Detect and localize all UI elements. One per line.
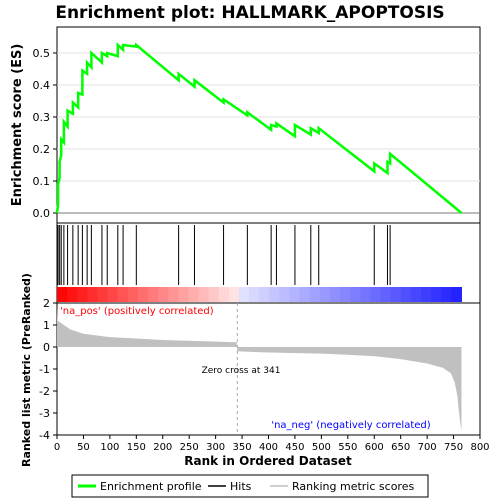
es-ytick-label: 0.2 bbox=[33, 143, 51, 156]
x-tick-label: 100 bbox=[100, 442, 119, 453]
color-bar-segment bbox=[370, 287, 382, 302]
color-bar-segment bbox=[279, 287, 291, 302]
es-ylabel: Enrichment score (ES) bbox=[10, 44, 25, 207]
color-bar-segment bbox=[390, 287, 402, 302]
color-bar-segment bbox=[178, 287, 189, 302]
color-bar-segment bbox=[67, 287, 78, 302]
color-bar-segment bbox=[299, 287, 311, 302]
color-bar-segment bbox=[360, 287, 371, 302]
x-tick-label: 800 bbox=[470, 442, 489, 453]
color-bar-segment bbox=[269, 287, 280, 302]
color-bar-segment bbox=[451, 287, 462, 302]
x-tick-label: 250 bbox=[180, 442, 199, 453]
color-bar-segment bbox=[97, 287, 109, 302]
x-tick-label: 750 bbox=[444, 442, 463, 453]
es-plot-area bbox=[56, 26, 481, 224]
color-bar-segment bbox=[77, 287, 88, 302]
metric-ytick-label: 1 bbox=[43, 319, 50, 332]
x-tick-label: 600 bbox=[365, 442, 384, 453]
color-bar-segment bbox=[137, 287, 149, 302]
color-bar-segment bbox=[400, 287, 412, 302]
color-bar-segment bbox=[228, 287, 240, 302]
color-bar-segment bbox=[380, 287, 392, 302]
x-tick-label: 300 bbox=[206, 442, 225, 453]
color-bar-segment bbox=[309, 287, 321, 302]
color-bar-segment bbox=[249, 287, 260, 302]
enrichment-profile-line bbox=[55, 42, 463, 214]
color-bar-segment bbox=[158, 287, 169, 302]
color-bar-segment bbox=[239, 287, 250, 302]
color-bar-segment bbox=[330, 287, 341, 302]
x-tick-label: 700 bbox=[418, 442, 437, 453]
chart-title: Enrichment plot: HALLMARK_APOPTOSIS bbox=[55, 3, 444, 23]
es-ytick-label: 0.5 bbox=[33, 47, 51, 60]
x-tick-label: 550 bbox=[338, 442, 357, 453]
color-bar-segment bbox=[198, 287, 210, 302]
x-tick-label: 50 bbox=[77, 442, 90, 453]
x-tick-label: 650 bbox=[391, 442, 410, 453]
x-tick-label: 0 bbox=[54, 442, 60, 453]
color-bar-segment bbox=[350, 287, 361, 302]
es-ytick-label: 0.0 bbox=[33, 207, 51, 220]
color-bar-segment bbox=[148, 287, 159, 302]
metric-ytick-label: -2 bbox=[39, 385, 50, 398]
metric-ytick-label: -3 bbox=[39, 407, 50, 420]
color-bar-segment bbox=[340, 287, 351, 302]
es-ytick-label: 0.3 bbox=[33, 111, 51, 124]
color-bar-segment bbox=[218, 287, 230, 302]
color-bar-segment bbox=[259, 287, 270, 302]
x-tick-label: 350 bbox=[233, 442, 252, 453]
metric-plot-area bbox=[56, 302, 481, 436]
x-tick-label: 200 bbox=[153, 442, 172, 453]
color-bar-segment bbox=[431, 287, 442, 302]
color-bar-segment bbox=[57, 287, 68, 302]
color-bar-segment bbox=[107, 287, 119, 302]
x-axis-label: Rank in Ordered Dataset bbox=[184, 454, 352, 468]
color-bar-segment bbox=[208, 287, 220, 302]
metric-ylabel: Ranked list metric (PreRanked) bbox=[20, 273, 33, 467]
x-tick-label: 150 bbox=[127, 442, 146, 453]
metric-ytick-label: -4 bbox=[39, 429, 50, 442]
metric-ytick-label: 0 bbox=[43, 341, 50, 354]
legend-hits-label: Hits bbox=[230, 480, 252, 493]
color-bar-segment bbox=[410, 287, 422, 302]
color-bar-segment bbox=[319, 287, 331, 302]
pos-correlated-label: 'na_pos' (positively correlated) bbox=[60, 306, 214, 317]
neg-correlated-label: 'na_neg' (negatively correlated) bbox=[271, 420, 430, 431]
legend-ranking-label: Ranking metric scores bbox=[292, 480, 414, 493]
color-bar-segment bbox=[87, 287, 98, 302]
color-bar-segment bbox=[441, 287, 452, 302]
x-tick-label: 400 bbox=[259, 442, 278, 453]
color-bar-segment bbox=[117, 287, 129, 302]
color-bar-segment bbox=[188, 287, 200, 302]
zero-cross-label: Zero cross at 341 bbox=[202, 366, 281, 376]
metric-ytick-label: -1 bbox=[39, 363, 50, 376]
x-tick-label: 450 bbox=[285, 442, 304, 453]
color-bar-segment bbox=[168, 287, 179, 302]
es-ytick-label: 0.4 bbox=[33, 79, 51, 92]
legend-enrichment-label: Enrichment profile bbox=[100, 480, 202, 493]
x-tick-label: 500 bbox=[312, 442, 331, 453]
color-bar-segment bbox=[421, 287, 432, 302]
color-bar-segment bbox=[127, 287, 139, 302]
color-bar-segment bbox=[289, 287, 301, 302]
metric-ytick-label: 2 bbox=[43, 297, 50, 310]
es-ytick-label: 0.1 bbox=[33, 175, 51, 188]
legend-box bbox=[71, 474, 429, 498]
